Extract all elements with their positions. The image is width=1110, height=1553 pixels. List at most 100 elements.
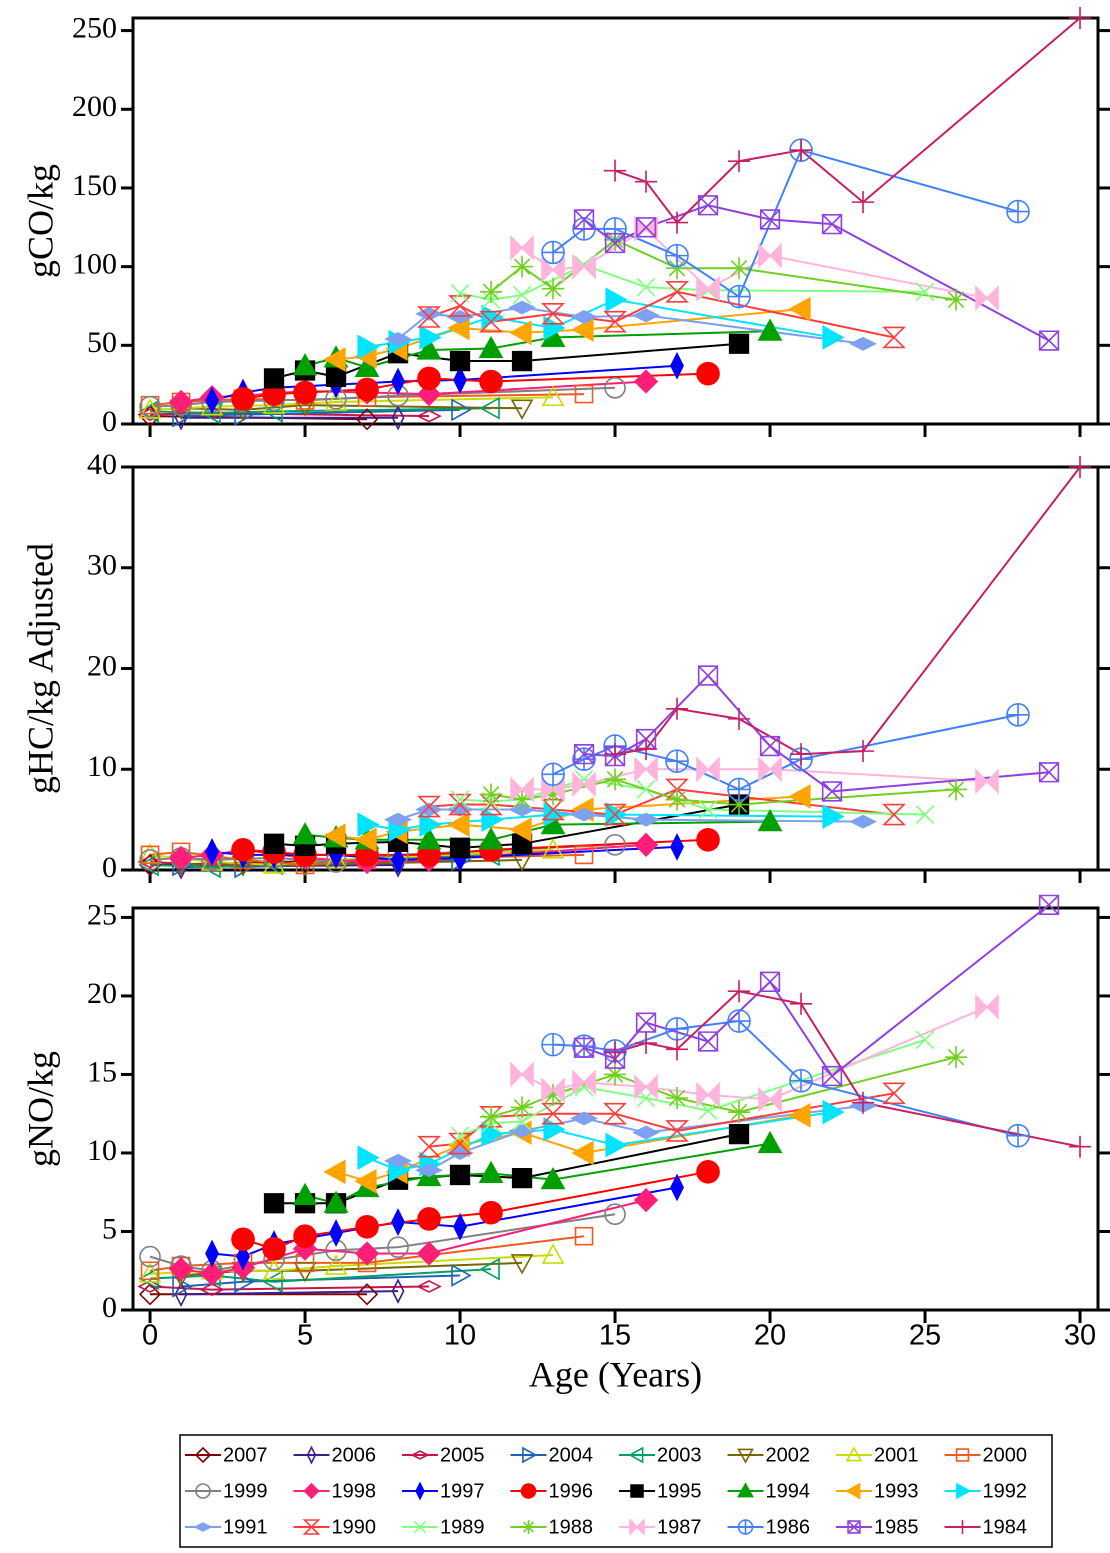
data-point [852,740,875,763]
data-point [604,1041,627,1064]
legend-label: 1998 [332,1480,377,1502]
data-point [632,1125,660,1140]
data-point [479,310,503,333]
data-point [635,738,658,761]
legend-marker [955,1520,970,1534]
legend-label: 1985 [874,1516,919,1538]
legend-marker [521,1520,536,1534]
data-point [790,743,813,766]
data-point [205,1239,219,1268]
data-point [199,1261,225,1287]
y-tick-label: 10 [87,750,117,783]
data-point [417,795,441,818]
legend-label: 1990 [332,1516,377,1538]
data-point [199,1283,225,1296]
data-point [419,812,442,838]
data-point [357,812,380,838]
y-axis-title: gCO/kg [20,164,60,278]
data-point [603,310,627,333]
data-point [231,387,255,411]
data-point [1069,456,1092,478]
legend-marker [193,1522,213,1532]
legend-marker [195,1483,211,1499]
data-point [541,1077,565,1104]
data-point [915,805,935,824]
data-point [325,388,347,410]
data-point [541,1032,565,1057]
data-point [450,790,470,809]
data-point [573,1037,595,1058]
data-point [570,807,598,822]
data-point [479,1257,500,1281]
legend-label: 1996 [549,1480,594,1502]
data-point [263,833,285,854]
data-point [168,845,194,871]
y-tick-label: 0 [102,851,117,884]
legend-marker [847,1520,861,1534]
data-point [604,768,627,791]
data-point [666,697,689,720]
data-point [419,325,442,350]
y-axis-title: gHC/kg Adjusted [20,543,60,794]
data-point [139,849,161,871]
data-point [323,823,346,849]
x-tick-label: 30 [1064,1320,1096,1352]
data-point [604,1063,627,1086]
data-point [415,1163,443,1178]
data-point [478,335,504,359]
data-point [852,1091,875,1114]
data-point [882,1082,906,1105]
legend-label: 2004 [549,1444,594,1466]
data-point [449,350,471,372]
data-point [541,1102,565,1125]
data-point [758,756,782,783]
data-point [1069,1135,1092,1158]
data-point [450,1126,470,1146]
data-point [138,1262,162,1283]
data-point [416,1241,442,1266]
data-point [391,367,405,396]
data-point [633,369,659,394]
data-point [604,232,626,254]
data-point [571,317,594,342]
data-point [140,845,160,865]
data-point [1006,703,1030,727]
legend-marker [955,1448,970,1462]
data-point [572,771,596,798]
data-point [542,277,565,300]
series-line [614,466,1081,756]
data-point [138,1283,162,1306]
data-point [293,1224,317,1248]
legend-marker [303,1482,320,1500]
data-point [479,1200,503,1225]
data-point [479,396,500,420]
data-point [666,1087,689,1110]
data-point [728,150,751,173]
data-point [541,240,565,265]
data-point [945,1046,968,1069]
data-point [323,1190,349,1213]
series-line [583,904,1050,1078]
data-point [634,215,658,242]
data-point [788,1102,811,1128]
data-point [728,257,751,280]
data-point [790,139,813,162]
data-point [975,993,999,1020]
legend-marker [630,1484,644,1498]
data-point [666,257,689,280]
y-tick-label: 0 [102,405,117,438]
x-tick-label: 10 [444,1320,476,1352]
data-point [822,1099,845,1125]
data-point [604,1203,626,1226]
data-point [665,243,689,268]
data-point [541,385,565,407]
legend-label: 1988 [549,1516,594,1538]
data-point [666,788,689,811]
data-point [603,217,627,241]
data-point [447,812,470,838]
data-point [635,217,657,238]
data-point [543,315,566,341]
data-point [696,1160,720,1184]
data-point [480,280,503,303]
